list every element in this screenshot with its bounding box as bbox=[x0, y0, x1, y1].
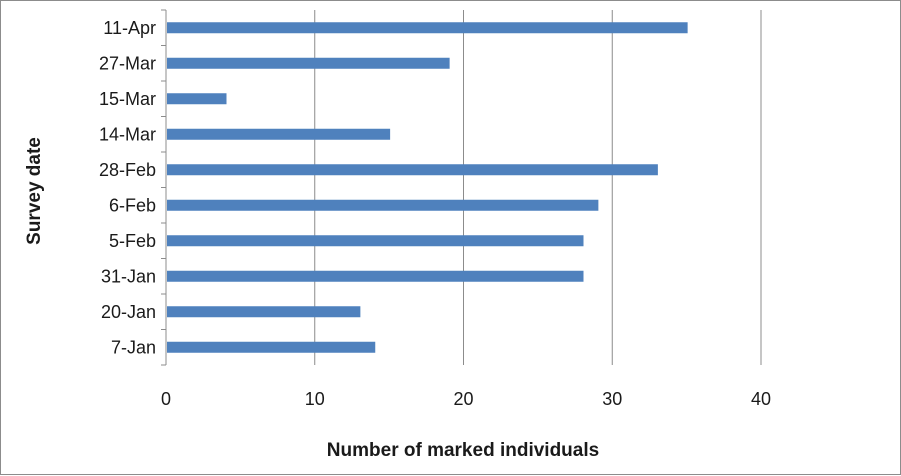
x-tick-label: 10 bbox=[305, 389, 325, 409]
bar bbox=[167, 199, 599, 211]
y-axis-title: Survey date bbox=[24, 137, 45, 245]
y-tick-label: 31-Jan bbox=[101, 266, 156, 286]
bar bbox=[167, 341, 376, 353]
bars bbox=[167, 22, 688, 353]
y-tick-label: 28-Feb bbox=[99, 160, 156, 180]
x-tick-label: 40 bbox=[751, 389, 771, 409]
y-tick-label: 15-Mar bbox=[99, 89, 156, 109]
x-tick-label: 0 bbox=[161, 389, 171, 409]
bar bbox=[167, 306, 361, 318]
y-tick-label: 5-Feb bbox=[109, 231, 156, 251]
y-tick-label: 6-Feb bbox=[109, 195, 156, 215]
y-tick-label: 11-Apr bbox=[103, 18, 156, 38]
bar bbox=[167, 57, 450, 69]
x-tick-label: 30 bbox=[602, 389, 622, 409]
axes bbox=[161, 9, 167, 366]
bar bbox=[167, 93, 227, 105]
bar bbox=[167, 164, 658, 176]
x-tick-labels: 0 10 20 30 40 bbox=[161, 389, 771, 409]
y-tick-label: 7-Jan bbox=[111, 337, 156, 357]
y-tick-label: 27-Mar bbox=[99, 53, 156, 73]
bar bbox=[167, 22, 688, 34]
y-tick-label: 14-Mar bbox=[99, 124, 156, 144]
x-axis-title: Number of marked individuals bbox=[327, 440, 599, 461]
bar bbox=[167, 128, 391, 140]
bar bbox=[167, 235, 584, 247]
y-tick-label: 20-Jan bbox=[101, 302, 156, 322]
x-tick-label: 20 bbox=[453, 389, 473, 409]
y-tick-labels: 7-Jan 20-Jan 31-Jan 5-Feb 6-Feb 28-Feb 14-Mar 1… bbox=[99, 18, 156, 358]
bar bbox=[167, 270, 584, 282]
gridlines bbox=[314, 10, 762, 365]
